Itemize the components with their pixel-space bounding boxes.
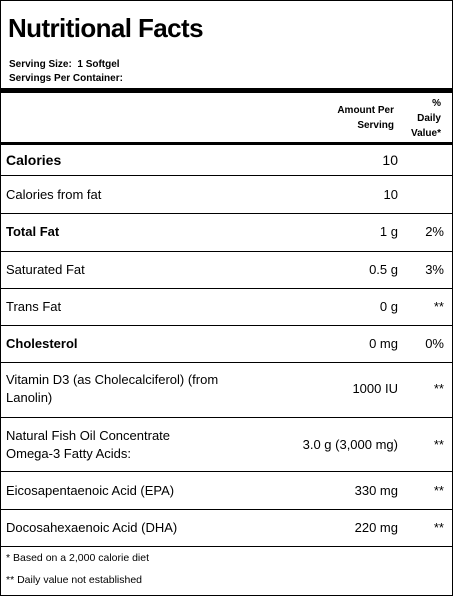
nutrient-name: Natural Fish Oil Concentrate Omega-3 Fat… <box>6 427 170 463</box>
nutrient-name: Total Fat <box>6 224 60 239</box>
nutrient-daily-value: ** <box>433 520 444 535</box>
nutrient-amount: 3.0 g (3,000 mg) <box>302 437 398 452</box>
nutrient-amount: 10 <box>383 187 398 202</box>
nutrient-row-epa: Eicosapentaenoic Acid (EPA) 330 mg ** <box>1 472 452 509</box>
serving-size: Serving Size: 1 Softgel <box>9 59 120 70</box>
panel-title: Nutritional Facts <box>8 13 204 43</box>
header-amount-line: Serving <box>357 120 394 131</box>
footnote-calorie-diet: * Based on a 2,000 calorie diet <box>6 552 150 564</box>
nutrient-row-cholesterol: Cholesterol 0 mg 0% <box>1 326 452 362</box>
nutrient-amount: 1000 IU <box>352 381 398 396</box>
nutrient-daily-value: ** <box>433 483 444 498</box>
row-divider <box>1 175 452 176</box>
nutrient-amount: 1 g <box>379 224 398 239</box>
nutrient-name: Docosahexaenoic Acid (DHA) <box>6 520 178 535</box>
nutrient-row-fish-oil: Natural Fish Oil Concentrate Omega-3 Fat… <box>1 418 452 471</box>
header-amount-per-serving: Amount Per Serving <box>301 103 394 133</box>
thick-divider <box>1 88 452 93</box>
nutrient-amount: 0.5 g <box>369 262 398 277</box>
nutrient-row-dha: Docosahexaenoic Acid (DHA) 220 mg ** <box>1 510 452 546</box>
nutrient-name: Cholesterol <box>6 336 78 351</box>
nutrient-row-saturated-fat: Saturated Fat 0.5 g 3% <box>1 252 452 288</box>
row-divider <box>1 325 452 326</box>
footnote-daily-value: ** Daily value not established <box>6 574 142 586</box>
nutrient-daily-value: ** <box>433 437 444 452</box>
header-daily-value: % Daily Value* <box>397 96 441 141</box>
nutrient-row-calories-from-fat: Calories from fat 10 <box>1 176 452 213</box>
nutrient-name: Calories <box>6 152 62 168</box>
row-divider <box>1 213 452 214</box>
nutrient-daily-value: ** <box>433 299 444 314</box>
row-divider <box>1 509 452 510</box>
row-divider <box>1 251 452 252</box>
row-divider <box>1 546 452 547</box>
nutrient-name: Trans Fat <box>6 299 62 314</box>
nutrient-amount: 330 mg <box>354 483 398 498</box>
header-dv-line: Daily <box>417 113 441 124</box>
row-divider <box>1 417 452 418</box>
nutrient-row-calories: Calories 10 <box>1 145 452 175</box>
nutrient-name: Saturated Fat <box>6 262 85 277</box>
nutrient-name-line: Natural Fish Oil Concentrate <box>6 428 171 443</box>
header-dv-line: Value* <box>410 128 441 139</box>
nutrient-name-line: Vitamin D3 (as Cholecalciferol) (from <box>6 372 219 387</box>
row-divider <box>1 288 452 289</box>
header-amount-line: Amount Per <box>337 105 394 116</box>
nutrient-name: Vitamin D3 (as Cholecalciferol) (from La… <box>6 371 218 407</box>
nutrient-name: Eicosapentaenoic Acid (EPA) <box>6 483 175 498</box>
nutrient-amount: 220 mg <box>354 520 398 535</box>
nutrient-name-line: Omega-3 Fatty Acids: <box>6 446 131 461</box>
servings-per-container: Servings Per Container: <box>9 73 123 84</box>
nutrient-daily-value: ** <box>433 381 444 396</box>
nutrient-row-vitamin-d3: Vitamin D3 (as Cholecalciferol) (from La… <box>1 363 452 417</box>
nutrient-daily-value: 3% <box>425 262 444 277</box>
nutrient-daily-value: 0% <box>425 336 444 351</box>
nutrient-row-trans-fat: Trans Fat 0 g ** <box>1 289 452 325</box>
header-dv-line: % <box>432 98 441 109</box>
row-divider <box>1 471 452 472</box>
nutrient-amount: 0 mg <box>369 336 398 351</box>
nutrient-amount: 10 <box>382 152 398 168</box>
row-divider <box>1 362 452 363</box>
nutrient-name-line: Lanolin) <box>6 390 53 405</box>
header-divider <box>1 142 452 145</box>
nutrient-row-total-fat: Total Fat 1 g 2% <box>1 214 452 251</box>
nutrient-amount: 0 g <box>379 299 398 314</box>
nutrient-name: Calories from fat <box>6 187 102 202</box>
nutrient-daily-value: 2% <box>425 224 444 239</box>
